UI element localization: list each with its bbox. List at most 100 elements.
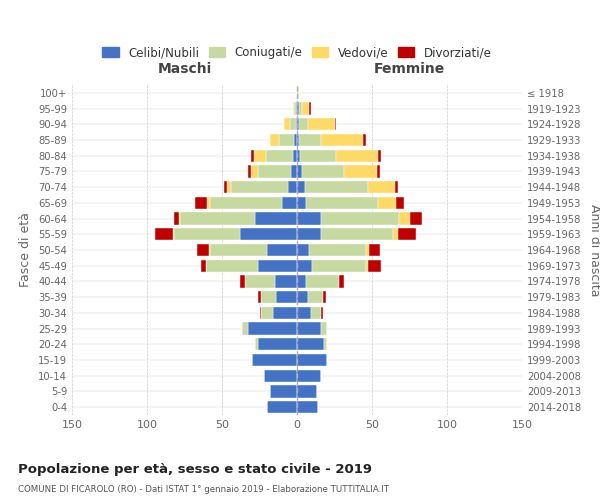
Bar (210, 244, 267, 256)
Bar (267, 401, 297, 413)
Bar (369, 244, 380, 256)
Text: COMUNE DI FICAROLO (RO) - Dati ISTAT 1° gennaio 2019 - Elaborazione TUTTITALIA.I: COMUNE DI FICAROLO (RO) - Dati ISTAT 1° … (18, 485, 389, 494)
Bar (311, 306, 321, 319)
Bar (251, 150, 254, 162)
Bar (179, 212, 180, 224)
Bar (339, 276, 343, 287)
Bar (335, 118, 336, 130)
Bar (299, 118, 308, 130)
Bar (308, 118, 335, 130)
Bar (265, 150, 293, 162)
Bar (207, 196, 210, 209)
Bar (258, 166, 291, 177)
Bar (205, 260, 258, 272)
Bar (312, 260, 366, 272)
Bar (241, 322, 248, 334)
Bar (245, 276, 275, 287)
Bar (173, 228, 174, 240)
Bar (258, 291, 261, 304)
Bar (258, 260, 297, 272)
Bar (195, 196, 207, 209)
Bar (309, 102, 311, 115)
Bar (297, 150, 300, 162)
Bar (296, 118, 297, 130)
Bar (297, 118, 299, 130)
Bar (294, 134, 297, 146)
Bar (240, 228, 297, 240)
Bar (321, 212, 399, 224)
Legend: Celibi/Nubili, Coniugati/e, Vedovi/e, Divorziati/e: Celibi/Nubili, Coniugati/e, Vedovi/e, Di… (97, 42, 497, 64)
Bar (254, 150, 265, 162)
Bar (201, 260, 205, 272)
Bar (290, 118, 296, 130)
Bar (252, 354, 297, 366)
Bar (309, 244, 366, 256)
Bar (294, 102, 296, 115)
Bar (299, 134, 321, 146)
Bar (291, 166, 297, 177)
Bar (366, 244, 369, 256)
Bar (367, 260, 381, 272)
Bar (377, 166, 380, 177)
Bar (398, 228, 415, 240)
Bar (409, 212, 421, 224)
Bar (293, 102, 294, 115)
Bar (396, 196, 404, 209)
Bar (297, 370, 321, 382)
Bar (321, 322, 327, 334)
Bar (297, 181, 305, 194)
Bar (399, 212, 409, 224)
Bar (248, 166, 251, 177)
Bar (297, 306, 311, 319)
Bar (267, 244, 297, 256)
Bar (248, 322, 297, 334)
Bar (284, 118, 290, 130)
Bar (240, 276, 245, 287)
Bar (302, 102, 309, 115)
Bar (279, 134, 294, 146)
Bar (293, 150, 297, 162)
Bar (306, 196, 378, 209)
Bar (363, 134, 366, 146)
Bar (258, 338, 297, 350)
Bar (321, 306, 323, 319)
Bar (305, 181, 367, 194)
Bar (378, 150, 381, 162)
Bar (300, 150, 336, 162)
Text: Maschi: Maschi (157, 62, 212, 76)
Bar (282, 196, 297, 209)
Bar (308, 291, 323, 304)
Bar (297, 401, 318, 413)
Bar (306, 276, 339, 287)
Bar (297, 102, 299, 115)
Bar (270, 386, 297, 398)
Bar (395, 181, 398, 194)
Bar (378, 196, 396, 209)
Bar (275, 276, 297, 287)
Bar (255, 212, 297, 224)
Bar (297, 228, 321, 240)
Bar (223, 181, 227, 194)
Bar (297, 86, 299, 99)
Bar (210, 196, 282, 209)
Bar (288, 181, 297, 194)
Bar (336, 150, 378, 162)
Bar (297, 276, 306, 287)
Bar (276, 291, 297, 304)
Bar (297, 322, 321, 334)
Bar (297, 386, 317, 398)
Y-axis label: Anni di nascita: Anni di nascita (588, 204, 600, 296)
Bar (299, 102, 302, 115)
Bar (297, 166, 302, 177)
Bar (264, 370, 297, 382)
Bar (321, 228, 393, 240)
Bar (297, 244, 309, 256)
Bar (321, 134, 363, 146)
Bar (197, 244, 209, 256)
Bar (393, 228, 398, 240)
Bar (251, 166, 258, 177)
Bar (297, 338, 324, 350)
Bar (323, 291, 325, 304)
Bar (273, 306, 297, 319)
Bar (324, 338, 327, 350)
